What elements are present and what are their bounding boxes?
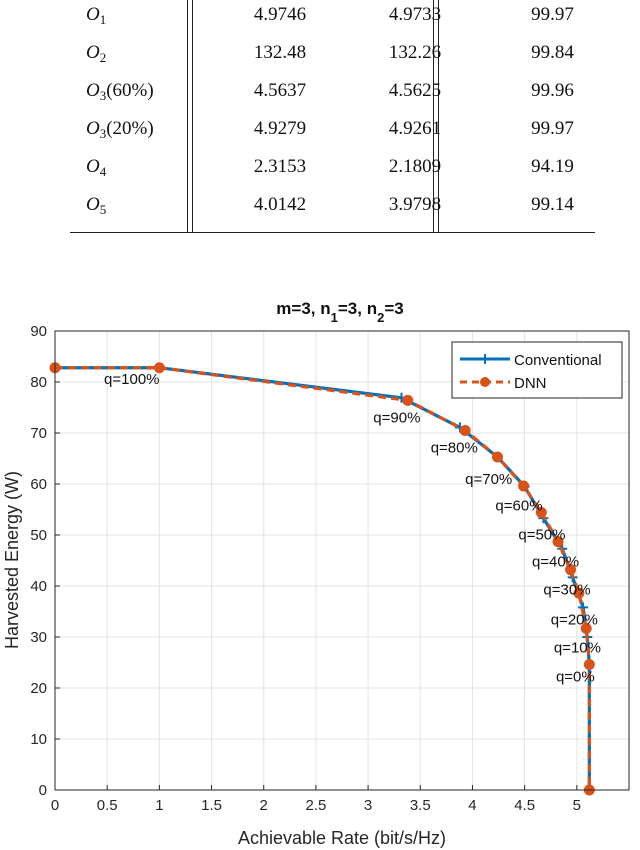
x-tick-label: 1 — [155, 797, 163, 814]
dnn-point — [580, 622, 592, 634]
x-tick-label: 4.5 — [514, 797, 535, 814]
accuracy-value: 99.84 — [531, 42, 574, 63]
table-divider — [187, 0, 188, 232]
results-table: O1 4.9746 4.9733 99.97 O2 132.48 132.26 … — [70, 0, 595, 236]
dnn-point — [565, 564, 577, 576]
y-tick-label: 40 — [30, 578, 47, 595]
dnn-value: 4.5625 — [388, 80, 442, 101]
row-label: O2 — [86, 42, 107, 65]
q-annotation: q=20% — [551, 612, 598, 629]
row-label: O1 — [86, 4, 107, 27]
y-tick-label: 0 — [39, 782, 47, 799]
table-row: O2 132.48 132.26 99.84 — [70, 38, 595, 76]
plot-frame — [54, 330, 630, 791]
q-annotation: q=60% — [495, 497, 542, 514]
y-axis-label: Harvested Energy (W) — [2, 471, 22, 649]
q-annotation: q=30% — [543, 582, 590, 599]
dnn-point — [402, 394, 414, 406]
conventional-value: 4.9279 — [253, 118, 307, 139]
row-label: O5 — [86, 194, 107, 217]
accuracy-value: 99.96 — [531, 80, 574, 101]
dnn-value: 132.26 — [388, 42, 442, 63]
conventional-value: 132.48 — [253, 42, 307, 63]
conventional-value: 4.0142 — [253, 194, 307, 215]
row-label: O3(20%) — [86, 118, 154, 141]
dnn-point — [552, 536, 564, 548]
x-tick-label: 0.5 — [97, 797, 118, 814]
accuracy-value: 99.14 — [531, 194, 574, 215]
y-tick-label: 30 — [30, 629, 47, 646]
y-tick-label: 60 — [30, 476, 47, 493]
x-tick-label: 2 — [260, 797, 268, 814]
legend-conventional-label: Conventional — [514, 352, 602, 369]
x-tick-label: 3.5 — [410, 797, 431, 814]
x-tick-label: 5 — [573, 797, 581, 814]
table-divider — [433, 0, 434, 232]
table-divider — [192, 0, 193, 232]
accuracy-value: 99.97 — [531, 4, 574, 25]
y-tick-label: 80 — [30, 374, 47, 391]
y-tick-label: 10 — [30, 731, 47, 748]
q-annotation: q=10% — [554, 640, 601, 657]
dnn-point — [583, 659, 595, 671]
tradeoff-chart: m=3, n1=3, n2=3 0 0.5 1 1.5 2 2.5 3 3.5 4 4.5 5010… — [2, 299, 630, 848]
table-bottom-rule — [70, 232, 595, 233]
q-annotation: q=90% — [373, 410, 420, 427]
dnn-point — [535, 507, 547, 519]
y-tick-label: 50 — [30, 527, 47, 544]
dnn-point — [573, 587, 585, 599]
q-annotation: q=80% — [431, 439, 478, 456]
q-annotation: q=40% — [532, 554, 579, 571]
dnn-value: 4.9261 — [388, 118, 442, 139]
dnn-series-line — [55, 366, 591, 790]
q-annotation: q=100% — [104, 371, 159, 388]
table-row: O3(60%) 4.5637 4.5625 99.96 — [70, 76, 595, 114]
dnn-point — [153, 362, 165, 374]
row-label: O3(60%) — [86, 80, 154, 103]
dnn-value: 4.9733 — [388, 4, 442, 25]
accuracy-value: 99.97 — [531, 118, 574, 139]
x-tick-label: 4 — [468, 797, 476, 814]
dnn-point — [459, 424, 471, 436]
chart-title: m=3, n1=3, n2=3 — [276, 299, 403, 325]
dnn-point — [492, 451, 504, 463]
y-tick-label: 70 — [30, 425, 47, 442]
q-annotation: q=50% — [518, 526, 565, 543]
x-tick-label: 0 — [51, 797, 59, 814]
legend: Conventional DNN — [451, 341, 623, 399]
q-annotation: q=0% — [556, 668, 595, 685]
table-row: O3(20%) 4.9279 4.9261 99.97 — [70, 114, 595, 152]
x-tick-label: 3 — [364, 797, 372, 814]
x-tick-label: 1.5 — [201, 797, 222, 814]
table-row: O1 4.9746 4.9733 99.97 — [70, 0, 595, 38]
y-tick-label: 20 — [30, 680, 47, 697]
q-annotation: q=70% — [465, 471, 512, 488]
table-divider — [438, 0, 439, 232]
x-axis-label: Achievable Rate (bit/s/Hz) — [238, 828, 446, 848]
table-row: O4 2.3153 2.1809 94.19 — [70, 152, 595, 190]
accuracy-value: 94.19 — [531, 156, 574, 177]
row-label: O4 — [86, 156, 107, 179]
y-tick-label: 90 — [30, 323, 47, 340]
legend-box — [451, 341, 623, 399]
conventional-value: 2.3153 — [253, 156, 307, 177]
conventional-value: 4.5637 — [253, 80, 307, 101]
conventional-series-line — [55, 366, 591, 790]
legend-dnn-marker — [480, 377, 490, 387]
dnn-value: 2.1809 — [388, 156, 442, 177]
legend-dnn-label: DNN — [514, 375, 547, 392]
table-row: O5 4.0142 3.9798 99.14 — [70, 190, 595, 228]
x-tick-label: 2.5 — [305, 797, 326, 814]
dnn-value: 3.9798 — [388, 194, 442, 215]
conventional-value: 4.9746 — [253, 4, 307, 25]
dnn-point — [518, 480, 530, 492]
legend-conventional-marker — [480, 354, 490, 364]
